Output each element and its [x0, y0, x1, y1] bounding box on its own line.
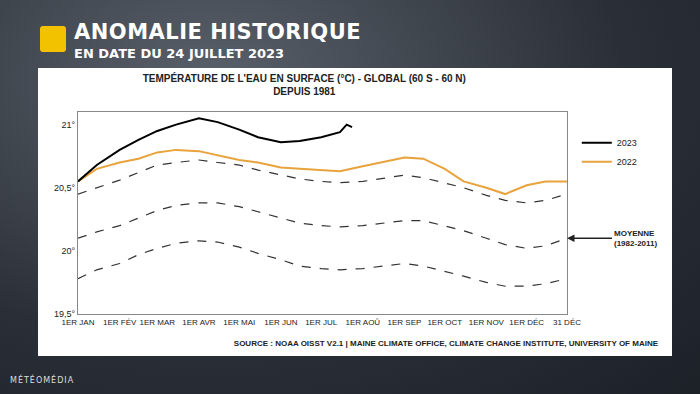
- svg-text:20,5°: 20,5°: [54, 183, 76, 193]
- svg-text:1ER JUL: 1ER JUL: [305, 318, 338, 327]
- svg-text:TEMPÉRATURE DE L'EAU EN SURFAC: TEMPÉRATURE DE L'EAU EN SURFACE (°C) - G…: [143, 72, 466, 97]
- svg-text:1ER JAN: 1ER JAN: [62, 318, 95, 327]
- svg-text:31 DÉC: 31 DÉC: [553, 318, 581, 327]
- svg-text:1ER JUN: 1ER JUN: [264, 318, 298, 327]
- html-text:MÉTÉOMÉDIA: MÉTÉOMÉDIA: [10, 376, 75, 385]
- svg-text:1ER DÉC: 1ER DÉC: [509, 318, 544, 327]
- svg-text:1ER FÉV: 1ER FÉV: [103, 318, 137, 327]
- html-text:EN DATE DU 24 JUILLET 2023: EN DATE DU 24 JUILLET 2023: [74, 46, 285, 61]
- svg-text:21°: 21°: [62, 120, 76, 130]
- svg-text:20°: 20°: [62, 246, 76, 256]
- svg-text:1ER MAI: 1ER MAI: [223, 318, 255, 327]
- svg-text:19,5°: 19,5°: [54, 309, 76, 319]
- svg-text:1ER SEP: 1ER SEP: [388, 318, 422, 327]
- html-text:SOURCE : NOAA OISST V2.1 | MAI: SOURCE : NOAA OISST V2.1 | MAINE CLIMATE…: [233, 339, 658, 348]
- svg-text:1ER NOV: 1ER NOV: [469, 318, 505, 327]
- svg-text:1ER AOÛ: 1ER AOÛ: [345, 318, 380, 327]
- svg-text:2022: 2022: [617, 157, 637, 167]
- svg-text:1ER OCT: 1ER OCT: [427, 318, 462, 327]
- html-text:ANOMALIE HISTORIQUE: ANOMALIE HISTORIQUE: [74, 20, 362, 44]
- svg-text:1ER AVR: 1ER AVR: [182, 318, 215, 327]
- svg-text:MOYENNE(1982-2011): MOYENNE(1982-2011): [614, 229, 657, 248]
- svg-text:2023: 2023: [617, 138, 637, 148]
- svg-text:1ER MAR: 1ER MAR: [139, 318, 175, 327]
